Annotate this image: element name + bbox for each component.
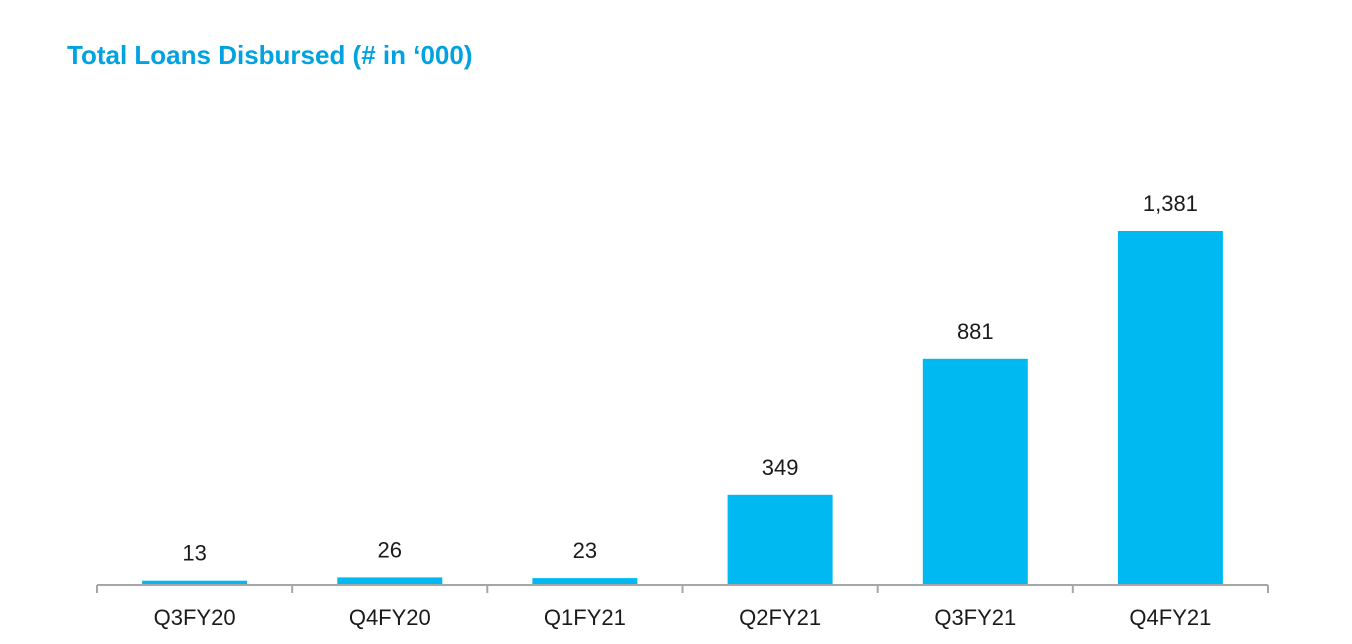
tick-label-q4fy20: Q4FY20 [349, 605, 431, 630]
bar-q4fy20 [337, 577, 443, 584]
data-labels-group: 13 26 23 349 881 1,381 [182, 191, 1198, 566]
bars-group [142, 231, 1223, 584]
bar-q1fy21 [532, 578, 638, 584]
data-label-q4fy21: 1,381 [1143, 191, 1198, 216]
bar-q3fy21 [922, 358, 1028, 584]
bar-q3fy20 [142, 580, 248, 584]
bar-q2fy21 [727, 494, 833, 584]
tick-label-q3fy20: Q3FY20 [154, 605, 236, 630]
data-label-q2fy21: 349 [762, 455, 799, 480]
tick-label-q1fy21: Q1FY21 [544, 605, 626, 630]
tick-label-q4fy21: Q4FY21 [1129, 605, 1211, 630]
data-label-q3fy21: 881 [957, 319, 994, 344]
bar-q4fy21 [1117, 231, 1223, 584]
data-label-q3fy20: 13 [182, 541, 206, 566]
tick-label-q2fy21: Q2FY21 [739, 605, 821, 630]
x-axis [96, 584, 1269, 593]
tick-label-q3fy21: Q3FY21 [934, 605, 1016, 630]
data-label-q1fy21: 23 [573, 538, 597, 563]
category-labels-group: Q3FY20 Q4FY20 Q1FY21 Q2FY21 Q3FY21 Q4FY21 [154, 605, 1212, 630]
data-label-q4fy20: 26 [378, 537, 402, 562]
chart-title: Total Loans Disbursed (# in ‘000) [67, 40, 473, 70]
